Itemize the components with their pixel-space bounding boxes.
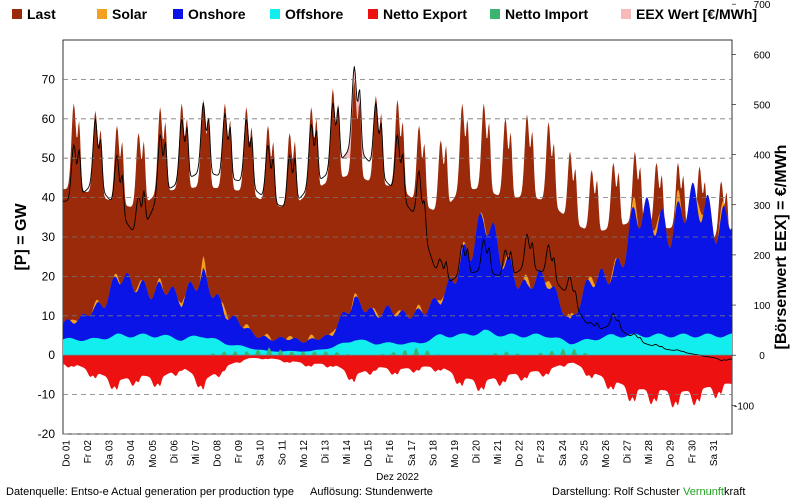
y2-tick-label: -100 [734,401,754,412]
x-tick-label: So 04 [126,440,137,467]
legend-item: Netto Import [490,6,588,22]
x-tick-label: Fr 02 [83,440,94,464]
legend-item: Solar [97,6,147,22]
data-source-note: Datenquelle: Entso-e Actual generation p… [6,486,295,498]
y-tick-label: 0 [48,348,55,362]
series-last-area [63,81,732,356]
brand-green-text: Vernunft [683,486,724,498]
series-export-area [63,355,732,408]
series-offshore-area [63,329,732,356]
legend-swatch [270,9,280,19]
y-tick-label: 20 [42,269,56,283]
y-tick-label: 30 [42,230,56,244]
legend-label: Offshore [285,6,344,22]
brand-rest-text: kraft [723,486,746,498]
y2-tick-label: 100 [754,301,771,312]
legend-item: Offshore [270,6,343,22]
x-tick-label: Mi 14 [342,440,353,465]
y2-tick-label: 0 [759,351,765,362]
y-tick-label: -20 [38,427,56,441]
x-tick-label: So 11 [277,440,288,466]
chart-legend: Last Solar Onshore Offshore Netto Export Nett… [0,0,800,32]
y-tick-label: 10 [42,309,56,323]
x-tick-label: Mi 07 [191,440,202,465]
legend-item: Last [12,6,56,22]
legend-swatch [12,9,22,19]
x-tick-label: Sa 31 [709,440,720,467]
x-tick-label: Do 01 [61,440,72,467]
x-tick-label: Di 13 [320,440,331,464]
y2-tick-label: 300 [754,201,771,212]
y2-tick-label: 600 [754,50,771,61]
y-tick-label: 70 [42,72,56,86]
legend-swatch [621,9,631,19]
x-tick-label: Do 08 [213,440,224,467]
legend-swatch [368,9,378,19]
series-eex-line [62,66,733,361]
y2-axis-title: [Börsenwert EEX] = €/MWh [773,145,790,350]
x-tick-label: Di 20 [472,440,483,464]
y-tick-label: -10 [38,388,56,402]
legend-label: Netto Export [383,6,467,22]
x-tick-label: Do 22 [515,440,526,467]
author-note: Darstellung: Rolf Schuster [552,486,680,498]
x-tick-label: Mi 28 [644,440,655,465]
legend-label: Solar [112,6,148,22]
x-tick-label: Di 06 [169,440,180,464]
x-tick-label: Mo 26 [601,440,612,468]
resolution-note: Auflösung: Stundenwerte [310,486,433,498]
legend-label: Onshore [188,6,246,22]
y-tick-label: 40 [42,191,56,205]
x-tick-label: Fr 16 [385,440,396,464]
y-tick-label: 50 [42,151,56,165]
x-tick-label: Sa 03 [105,440,116,467]
series-import-area [63,347,732,356]
legend-swatch [173,9,183,19]
x-axis-title: Dez 2022 [376,472,419,483]
x-tick-label: Mo 12 [299,440,310,468]
x-tick-label: Mi 21 [493,440,504,465]
x-tick-label: Do 29 [666,440,677,467]
x-tick-label: Do 15 [364,440,375,467]
x-tick-label: So 25 [579,440,590,467]
legend-swatch [490,9,500,19]
legend-label: EEX Wert [€/MWh] [636,6,758,22]
x-tick-label: Sa 10 [256,440,267,467]
legend-label: Netto Import [505,6,589,22]
legend-item: EEX Wert [€/MWh] [621,6,757,22]
x-tick-label: Fr 23 [536,440,547,464]
x-tick-label: Sa 17 [407,440,418,467]
x-tick-label: Sa 24 [558,440,569,467]
y2-tick-label: 200 [754,251,771,262]
y-axis-title: [P] = GW [13,203,30,271]
legend-label: Last [27,6,56,22]
y2-tick-label: 700 [754,0,771,11]
x-tick-label: Mo 05 [148,440,159,468]
chart-footer: Datenquelle: Entso-e Actual generation p… [0,484,800,502]
x-tick-label: Mo 19 [450,440,461,468]
x-tick-label: Fr 30 [687,440,698,464]
y-tick-label: 60 [42,112,56,126]
legend-item: Onshore [173,6,246,22]
brand-logo: Vernunftkraft [683,486,745,498]
x-tick-label: Di 27 [623,440,634,464]
x-tick-label: Fr 09 [234,440,245,464]
y2-tick-label: 500 [754,100,771,111]
x-tick-label: So 18 [428,440,439,467]
legend-item: Netto Export [368,6,467,22]
y2-tick-label: 400 [754,151,771,162]
legend-swatch [97,9,107,19]
